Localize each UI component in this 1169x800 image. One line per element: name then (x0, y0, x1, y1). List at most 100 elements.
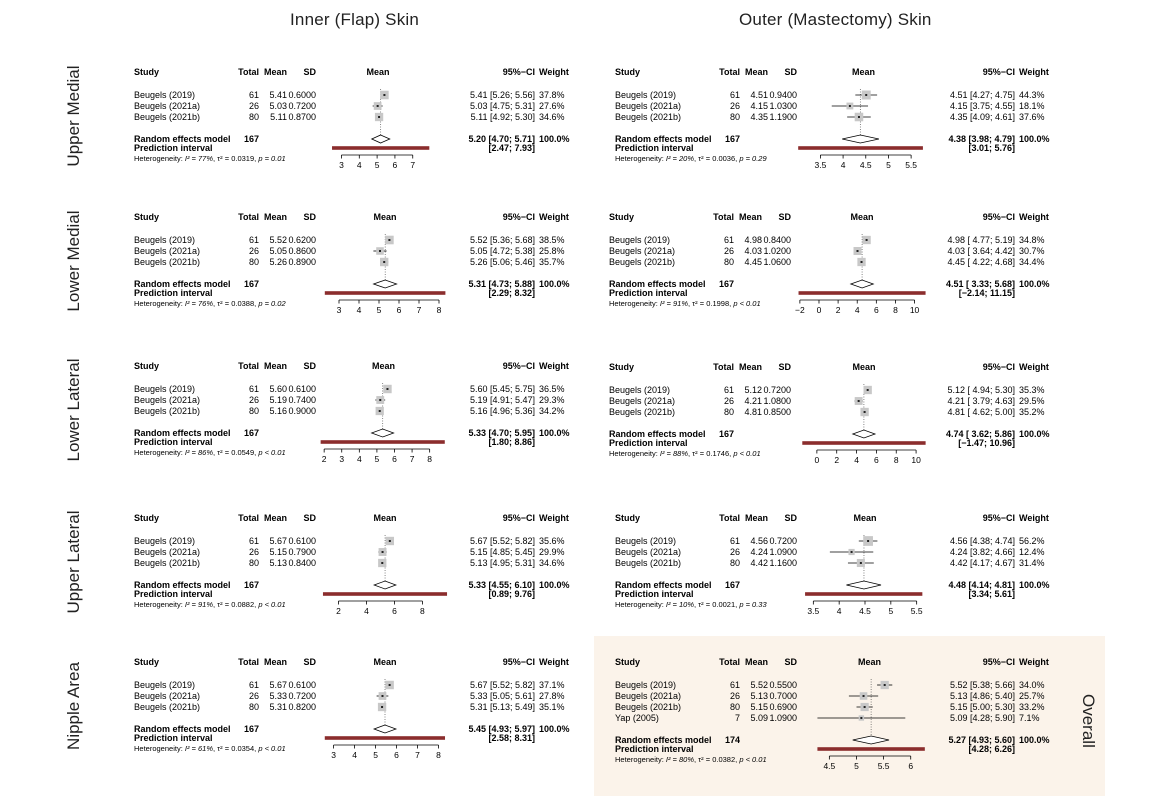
study-sd: 0.7200 (288, 691, 316, 701)
study-weight: 35.2% (1019, 407, 1045, 417)
study-mean: 5.12 (744, 385, 762, 395)
study-point (388, 540, 391, 542)
study-point (386, 388, 389, 390)
heterogeneity-part: Heterogeneity: (609, 449, 660, 458)
x-axis-tick-label: 4 (854, 455, 859, 465)
study-weight: 37.6% (1019, 112, 1045, 122)
study-name: Beugels (2019) (134, 235, 195, 245)
study-point (378, 410, 381, 412)
study-point (378, 116, 381, 118)
random-effects-ci: 4.38 [3.98; 4.79] (948, 134, 1015, 144)
study-weight: 34.4% (1019, 257, 1045, 267)
header-ci: 95%−CI (503, 513, 535, 523)
header-study: Study (134, 657, 159, 667)
study-sd: 0.6000 (288, 90, 316, 100)
header-mean: Mean (264, 67, 287, 77)
study-weight: 27.6% (539, 101, 565, 111)
header-ci: 95%−CI (983, 657, 1015, 667)
heterogeneity-part: , τ² = 0.0882, (213, 600, 258, 609)
study-name: Beugels (2021b) (615, 558, 681, 568)
study-total: 80 (249, 257, 259, 267)
header-study: Study (134, 361, 159, 371)
header-weight: Weight (539, 67, 569, 77)
study-mean: 5.31 (269, 702, 287, 712)
study-total: 80 (249, 112, 259, 122)
forest-panel: Study Total Mean SD Mean 95%−CI Weight Beugels … (134, 361, 570, 464)
study-point (376, 105, 379, 107)
header-mean: Mean (745, 513, 768, 523)
x-axis-tick-label: 2 (322, 454, 327, 464)
heterogeneity-part: , τ² = 0.0388, (213, 299, 258, 308)
random-effects-total: 167 (725, 580, 740, 590)
heterogeneity-part: I² = 76% (185, 299, 213, 308)
study-mean: 5.67 (269, 680, 287, 690)
study-sd: 1.0300 (769, 101, 797, 111)
study-ci-text: 5.19 [4.91; 5.47] (470, 395, 535, 405)
column-title-outer: Outer (Mastectomy) Skin (739, 10, 932, 29)
header-total: Total (238, 361, 259, 371)
prediction-interval-bar (802, 441, 926, 445)
random-effects-weight: 100.0% (539, 279, 570, 289)
random-effects-ci: 5.45 [4.93; 5.97] (468, 724, 535, 734)
x-axis-tick-label: 8 (893, 305, 898, 315)
header-mean: Mean (264, 513, 287, 523)
study-name: Beugels (2019) (615, 90, 676, 100)
study-weight: 34.6% (539, 558, 565, 568)
x-axis-tick-label: 8 (427, 454, 432, 464)
x-axis-tick-label: 4 (357, 160, 362, 170)
random-effects-weight: 100.0% (1019, 429, 1050, 439)
header-study: Study (609, 212, 634, 222)
header-weight: Weight (1019, 513, 1049, 523)
x-axis-tick-label: 8 (437, 305, 442, 315)
study-weight: 18.1% (1019, 101, 1045, 111)
random-effects-label: Random effects model (609, 279, 706, 289)
forest-panel: Study Total Mean SD Mean 95%−CI Weight Beugels … (134, 657, 570, 760)
random-effects-total: 167 (719, 279, 734, 289)
prediction-interval-bar (332, 146, 430, 150)
study-sd: 0.6100 (288, 536, 316, 546)
prediction-interval-label: Prediction interval (134, 143, 213, 153)
study-mean: 4.45 (744, 257, 762, 267)
study-weight: 35.6% (539, 536, 565, 546)
x-axis-tick-label: 2 (336, 606, 341, 616)
study-sd: 1.1900 (769, 112, 797, 122)
study-total: 61 (249, 384, 259, 394)
pooled-diamond (846, 580, 882, 590)
prediction-interval-label: Prediction interval (609, 438, 688, 448)
pooled-diamond (842, 134, 880, 144)
x-axis-tick-label: 5 (888, 606, 893, 616)
study-ci-text: 4.81 [ 4.62; 5.00] (947, 407, 1015, 417)
pooled-diamond (852, 735, 890, 745)
heterogeneity-part: I² = 91% (185, 600, 213, 609)
study-ci-text: 5.13 [4.86; 5.40] (950, 691, 1015, 701)
x-axis-tick-label: 6 (394, 750, 399, 760)
prediction-interval-bar (798, 291, 926, 295)
header-weight: Weight (539, 212, 569, 222)
study-mean: 4.35 (750, 112, 768, 122)
x-axis-tick-label: 8 (894, 455, 899, 465)
prediction-interval-ci: [4.28; 6.26] (968, 744, 1015, 754)
study-mean: 5.13 (750, 691, 768, 701)
study-mean: 4.56 (750, 536, 768, 546)
study-weight: 38.5% (539, 235, 565, 245)
study-ci-text: 5.11 [4.92; 5.30] (471, 112, 535, 122)
random-effects-ci: 4.48 [4.14; 4.81] (948, 580, 1015, 590)
x-axis-tick-label: 5.5 (911, 606, 923, 616)
x-axis-tick-label: 5 (886, 160, 891, 170)
study-total: 26 (724, 396, 734, 406)
prediction-interval-bar (322, 592, 448, 596)
study-name: Yap (2005) (615, 713, 659, 723)
study-total: 61 (730, 90, 740, 100)
header-study: Study (609, 362, 634, 372)
header-sd: SD (784, 67, 797, 77)
study-weight: 34.8% (1019, 235, 1045, 245)
heterogeneity-part: p = 0.01 (257, 154, 285, 163)
study-point (863, 411, 866, 413)
header-mean: Mean (739, 362, 762, 372)
study-weight: 37.8% (539, 90, 565, 100)
study-mean: 5.11 (270, 112, 287, 122)
study-sd: 0.6200 (288, 235, 316, 245)
heterogeneity-text: Heterogeneity: I² = 76%, τ² = 0.0388, p … (134, 299, 286, 308)
heterogeneity-part: p = 0.33 (738, 600, 767, 609)
heterogeneity-part: Heterogeneity: (134, 448, 185, 457)
